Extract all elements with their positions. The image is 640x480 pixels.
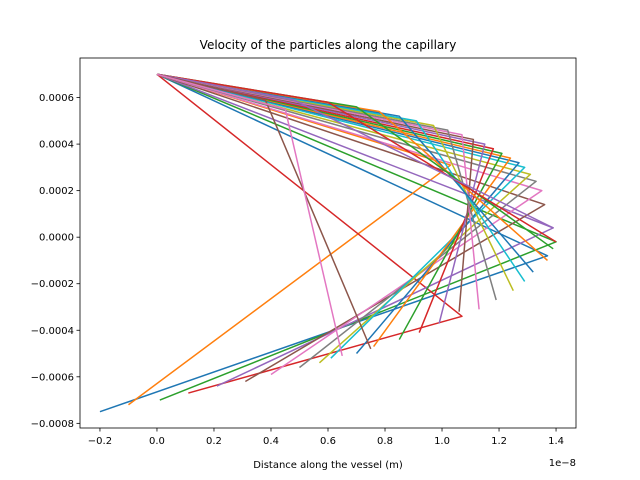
series-line-8 (156, 73, 537, 369)
series-line-26 (156, 73, 372, 350)
x-tick-label: −0.2 (88, 436, 112, 447)
series-line-4 (156, 73, 463, 394)
y-tick-label: 0.0006 (39, 93, 74, 104)
x-tick-label: 1.2 (491, 436, 507, 447)
series-line-10 (156, 73, 526, 359)
y-tick-label: 0.0002 (39, 186, 74, 197)
series-line-27 (156, 73, 343, 357)
series-line-1 (99, 73, 549, 413)
x-tick-label: 1.0 (434, 436, 450, 447)
series-line-7 (156, 73, 543, 376)
y-tick-label: 0.0004 (39, 140, 74, 151)
series-line-12 (156, 73, 512, 347)
series-line-6 (156, 73, 546, 383)
x-tick-label: 0.0 (149, 436, 165, 447)
series-line-24 (156, 73, 557, 243)
series-line-15 (156, 73, 486, 324)
x-tick-label: 0.6 (320, 436, 336, 447)
y-tick-label: 0.0000 (39, 233, 74, 244)
y-tick-label: −0.0002 (31, 279, 74, 290)
y-tick-label: −0.0008 (31, 419, 74, 430)
x-tick-label: 1.4 (548, 436, 564, 447)
x-axis-offset-label: 1e−8 (549, 458, 576, 469)
chart-title: Velocity of the particles along the capi… (200, 38, 457, 52)
series-line-13 (156, 73, 503, 340)
x-axis-label: Distance along the vessel (m) (253, 460, 403, 471)
series-line-11 (156, 73, 520, 355)
x-tick-label: 0.8 (377, 436, 393, 447)
x-tick-label: 0.4 (263, 436, 279, 447)
series-line-14 (156, 73, 495, 333)
series-line-16 (156, 73, 475, 312)
x-tick-label: 0.2 (206, 436, 222, 447)
series-line-25 (156, 73, 554, 229)
y-tick-label: −0.0004 (31, 326, 74, 337)
y-tick-label: −0.0006 (31, 372, 74, 383)
